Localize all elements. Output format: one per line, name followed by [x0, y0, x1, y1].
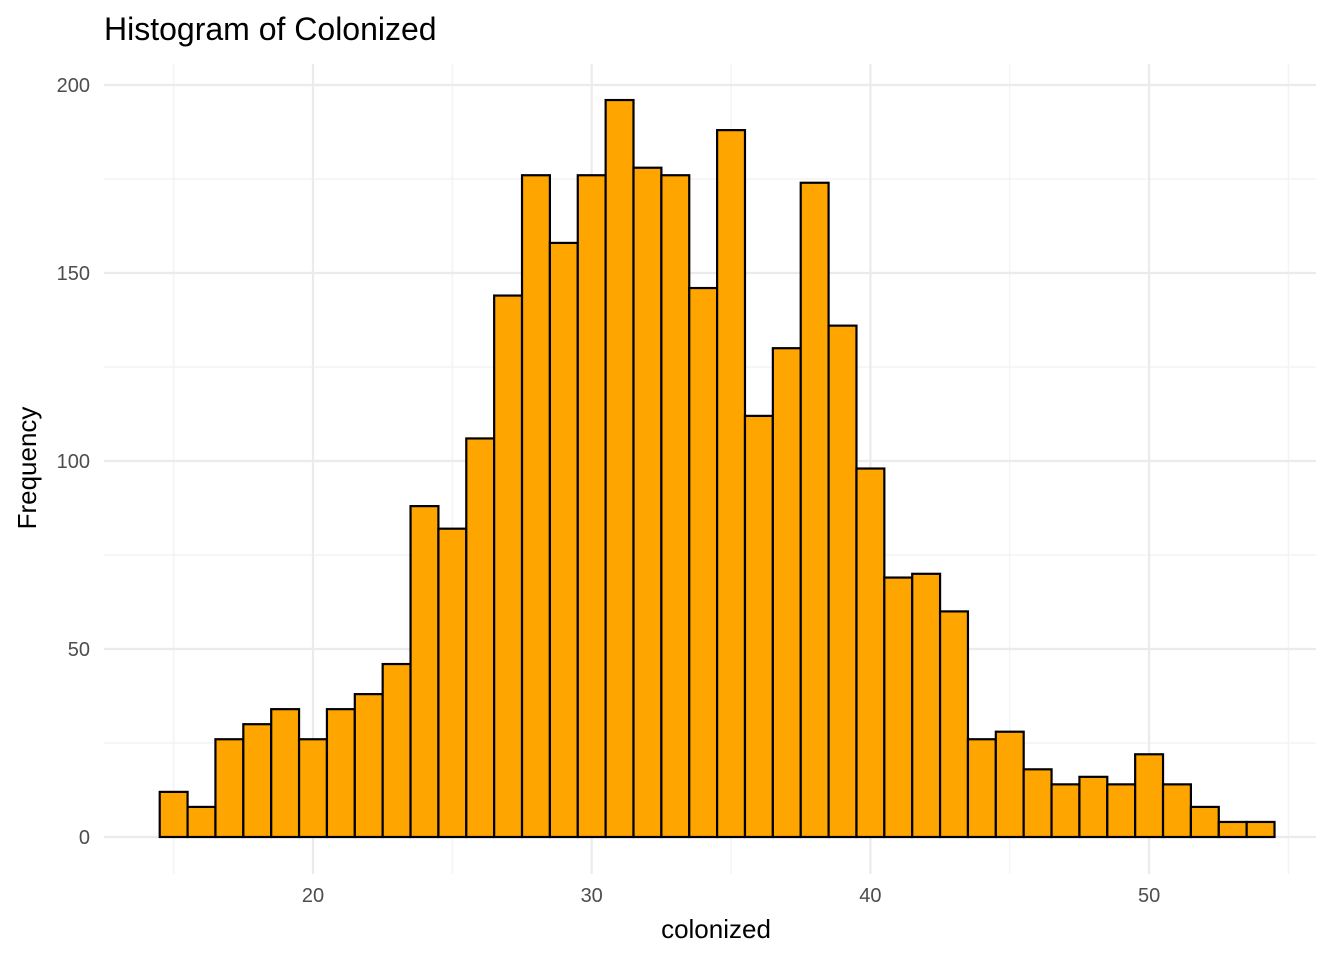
- histogram-bar: [799, 181, 830, 839]
- histogram-bar: [743, 414, 774, 839]
- histogram-bar: [966, 738, 997, 839]
- x-tick-label: 30: [581, 885, 603, 907]
- histogram-bar: [1217, 820, 1248, 839]
- histogram-bar: [1189, 805, 1220, 839]
- histogram-bar: [938, 610, 970, 839]
- histogram-bar: [242, 723, 273, 839]
- histogram-bar: [771, 347, 802, 839]
- histogram-bar: [186, 805, 217, 839]
- bars: [158, 98, 1276, 839]
- histogram-bar: [437, 527, 468, 839]
- histogram-bar: [911, 572, 942, 839]
- histogram-bar: [465, 437, 496, 839]
- y-tick-label: 50: [68, 639, 90, 661]
- x-tick-label: 50: [1138, 885, 1160, 907]
- histogram-bar: [493, 294, 524, 839]
- histogram-bar: [660, 174, 691, 839]
- histogram-bar: [1161, 783, 1193, 839]
- histogram-bar: [688, 286, 719, 839]
- histogram-bar: [158, 790, 189, 839]
- histogram-bar: [270, 708, 301, 839]
- histogram-bar: [297, 738, 329, 839]
- histogram-bar: [883, 576, 914, 839]
- histogram-bar: [604, 98, 635, 839]
- histogram-bar: [353, 693, 384, 839]
- histogram-bar: [1106, 783, 1137, 839]
- x-tick-label: 40: [859, 885, 881, 907]
- histogram-bar: [548, 241, 579, 839]
- histogram-bar: [994, 730, 1025, 839]
- histogram-bar: [632, 166, 663, 839]
- histogram-bar: [409, 505, 440, 839]
- histogram-bar: [827, 324, 858, 839]
- histogram-bar: [1245, 820, 1276, 839]
- chart-title: Histogram of Colonized: [104, 11, 437, 47]
- y-tick-label: 200: [57, 75, 90, 97]
- x-tick-label: 20: [302, 885, 324, 907]
- histogram-bar: [855, 467, 886, 839]
- histogram-bar: [214, 738, 245, 839]
- histogram-bar: [520, 174, 551, 839]
- histogram-bar: [1078, 775, 1109, 839]
- histogram-bar: [716, 129, 747, 839]
- y-axis-ticks: 0 50 100 150 200: [57, 75, 90, 849]
- histogram-bar: [576, 174, 607, 839]
- histogram-bar: [325, 708, 356, 839]
- x-axis-ticks: 20 30 40 50: [302, 885, 1160, 907]
- histogram-bar: [1134, 753, 1165, 839]
- y-tick-label: 0: [79, 827, 90, 849]
- histogram-bar: [1050, 783, 1081, 839]
- y-tick-label: 150: [57, 263, 90, 285]
- histogram-bar: [381, 662, 412, 839]
- y-tick-label: 100: [57, 451, 90, 473]
- y-axis-title: Frequency: [12, 407, 42, 530]
- histogram-bar: [1022, 768, 1053, 839]
- x-axis-title: colonized: [661, 914, 771, 944]
